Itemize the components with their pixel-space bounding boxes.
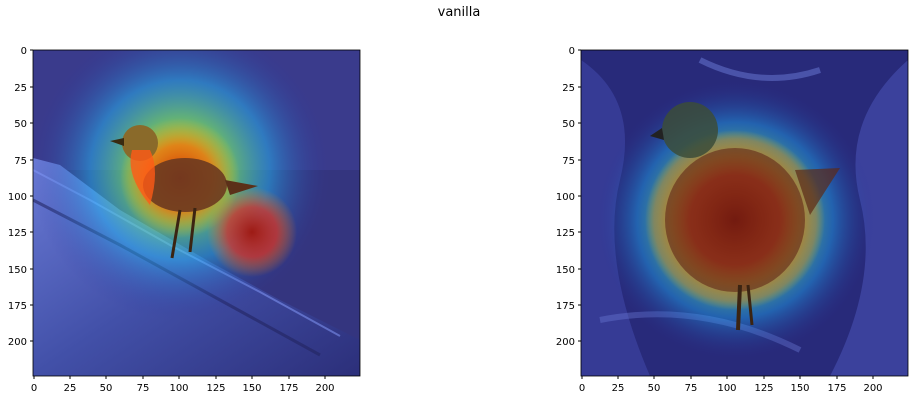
x-tick-label: 0 (579, 383, 585, 394)
x-tick-label: 125 (206, 383, 225, 394)
x-tick-label: 100 (717, 383, 736, 394)
x-tick-label: 100 (169, 383, 188, 394)
y-tick-label: 150 (556, 265, 575, 276)
x-axis-left: 0 25 50 75 100 125 150 175 200 (31, 376, 335, 394)
x-tick-label: 200 (863, 383, 882, 394)
y-tick-label: 50 (562, 119, 575, 130)
y-tick-label: 100 (8, 192, 27, 203)
bird-left (110, 125, 258, 259)
heatmap-image-right (581, 50, 908, 376)
y-tick-label: 0 (569, 46, 575, 57)
bird-right (650, 102, 840, 331)
figure-title: vanilla (437, 5, 481, 20)
y-tick-label: 100 (556, 192, 575, 203)
y-axis-right: 0 25 50 75 100 125 150 175 200 (556, 46, 581, 348)
y-tick-label: 125 (8, 228, 27, 239)
y-tick-label: 175 (556, 301, 575, 312)
x-tick-label: 175 (279, 383, 298, 394)
y-tick-label: 200 (8, 337, 27, 348)
y-tick-label: 150 (8, 265, 27, 276)
y-tick-label: 25 (14, 83, 27, 94)
y-tick-label: 0 (21, 46, 27, 57)
x-tick-label: 0 (31, 383, 37, 394)
x-tick-label: 175 (827, 383, 846, 394)
axes-frame-right (580, 49, 909, 377)
y-tick-label: 25 (562, 83, 575, 94)
x-tick-label: 25 (612, 383, 625, 394)
x-tick-label: 50 (100, 383, 113, 394)
x-axis-right: 0 25 50 75 100 125 150 175 200 (579, 376, 883, 394)
y-tick-label: 125 (556, 228, 575, 239)
axes-frame-left (32, 49, 361, 377)
y-tick-label: 75 (14, 156, 27, 167)
x-tick-label: 150 (790, 383, 809, 394)
y-tick-label: 175 (8, 301, 27, 312)
x-tick-label: 25 (64, 383, 77, 394)
y-tick-label: 50 (14, 119, 27, 130)
x-tick-label: 125 (754, 383, 773, 394)
x-tick-label: 150 (242, 383, 261, 394)
y-axis-left: 0 25 50 75 100 125 150 175 200 (8, 46, 33, 348)
y-tick-label: 200 (556, 337, 575, 348)
heatmap-image-left (33, 50, 360, 376)
x-tick-label: 75 (685, 383, 698, 394)
y-tick-label: 75 (562, 156, 575, 167)
x-tick-label: 75 (137, 383, 150, 394)
x-tick-label: 50 (648, 383, 661, 394)
x-tick-label: 200 (315, 383, 334, 394)
